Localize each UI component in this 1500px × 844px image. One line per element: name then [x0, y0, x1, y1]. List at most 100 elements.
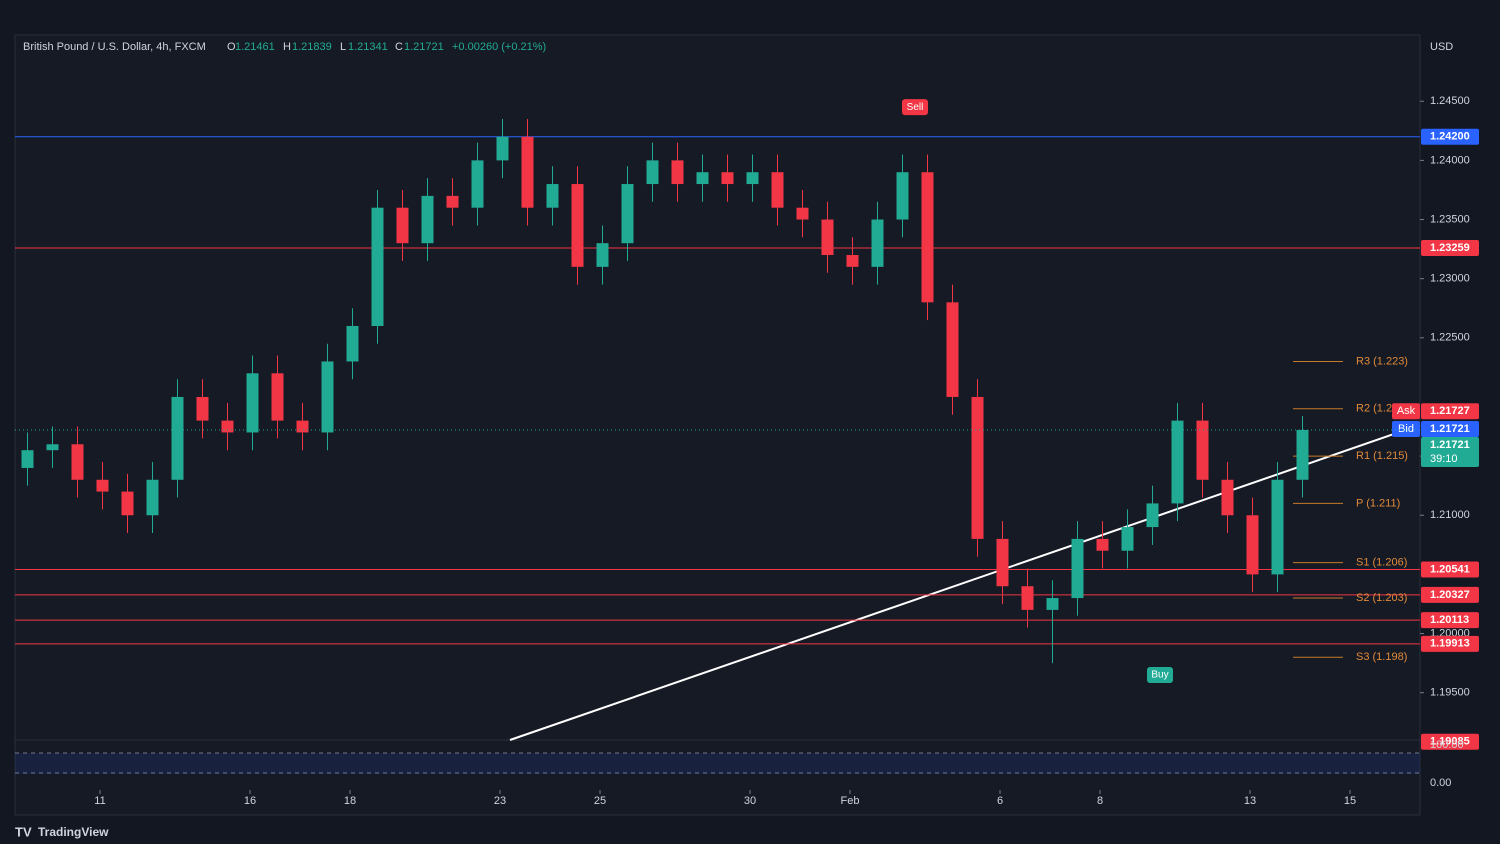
candle-body — [1271, 479, 1284, 575]
x-tick-label: 8 — [1097, 795, 1103, 807]
y-tick-label: 1.24500 — [1430, 95, 1470, 107]
candle-body — [396, 207, 409, 244]
candle-body — [121, 491, 134, 516]
last-price: 1.21721 — [1430, 439, 1470, 451]
pivot-label: S3 (1.198) — [1356, 651, 1407, 663]
signal-label: Buy — [1151, 670, 1168, 681]
y-tick-label: 1.22500 — [1430, 332, 1470, 344]
x-tick-label: 16 — [244, 795, 256, 807]
quote-label: 1.19085 — [1430, 736, 1470, 748]
ohlc-header: O 1.21461 H 1.21839 L 1.21341 C 1.21721 … — [227, 41, 546, 53]
candle-body — [521, 136, 534, 208]
currency: USD — [1430, 41, 1453, 53]
candle-body — [471, 160, 484, 208]
ask-tag — [1392, 403, 1420, 420]
price-label: 1.20327 — [1430, 589, 1470, 601]
candle-body — [946, 302, 959, 397]
c-label: C — [395, 41, 403, 53]
candle-body — [621, 184, 634, 244]
ask-tag-label: Ask — [1397, 405, 1416, 417]
candle-body — [1296, 429, 1309, 480]
quote-box — [1421, 733, 1479, 750]
price-label: 1.23259 — [1430, 242, 1470, 254]
candle-body — [1021, 586, 1034, 610]
candle-body — [846, 255, 859, 267]
candle-body — [196, 396, 209, 421]
candle-body — [96, 479, 109, 492]
y-tick-label: 1.23000 — [1430, 273, 1470, 285]
candle-body — [696, 172, 709, 185]
change: +0.00260 (+0.21%) — [452, 41, 546, 53]
candle-body — [496, 136, 509, 161]
x-tick-label: 15 — [1344, 795, 1356, 807]
quote-label: 1.21721 — [1430, 423, 1470, 435]
signal-badge — [1147, 666, 1173, 683]
candle-body — [1221, 479, 1234, 516]
x-tick-label: 6 — [997, 795, 1003, 807]
candle-body — [1071, 538, 1084, 599]
candle-body — [296, 420, 309, 433]
price-label-box — [1421, 612, 1479, 629]
price-label: 1.20113 — [1430, 614, 1469, 626]
trend-line — [509, 424, 1421, 741]
candle-body — [421, 195, 434, 244]
candle-body — [721, 172, 734, 185]
candle-body — [821, 219, 834, 256]
last-box — [1421, 436, 1479, 467]
price-label-box — [1421, 561, 1479, 578]
candle-body — [921, 172, 934, 303]
price-label: 1.19913 — [1430, 638, 1470, 650]
candle-body — [346, 325, 359, 362]
candle-body — [996, 538, 1009, 587]
o-value: 1.21461 — [235, 41, 275, 53]
candle-body — [71, 444, 84, 480]
price-label: 1.20541 — [1430, 563, 1470, 575]
candle-body — [1146, 503, 1159, 528]
candle-body — [46, 444, 59, 451]
x-tick-label: 18 — [344, 795, 356, 807]
price-label-box — [1421, 635, 1479, 652]
y-tick-label: 1.21000 — [1430, 509, 1470, 521]
l-value: 1.21341 — [348, 41, 388, 53]
countdown: 39:10 — [1430, 453, 1458, 465]
candle-body — [321, 361, 334, 433]
pivot-label: S2 (1.203) — [1356, 592, 1407, 604]
bid-tag-label: Bid — [1398, 423, 1414, 435]
quote-box — [1421, 403, 1479, 420]
pivot-label: P (1.211) — [1356, 497, 1400, 509]
candle-body — [446, 195, 459, 208]
oscillator-tick-label: 0.00 — [1430, 777, 1451, 789]
candle-body — [746, 172, 759, 185]
pivot-label: S1 (1.206) — [1356, 556, 1407, 568]
bid-tag — [1392, 420, 1420, 437]
o-label: O — [227, 41, 236, 53]
chart-title: British Pound / U.S. Dollar, 4h, FXCM — [23, 41, 206, 53]
price-label-box — [1421, 586, 1479, 603]
quote-box — [1421, 420, 1479, 437]
y-tick-label: 1.24000 — [1430, 154, 1470, 166]
candle-body — [1196, 420, 1209, 480]
candle-body — [271, 373, 284, 421]
y-tick-label: 1.19500 — [1430, 687, 1470, 699]
candle-body — [571, 184, 584, 267]
oscillator-band — [15, 753, 1420, 774]
pivot-label: R1 (1.215) — [1356, 450, 1408, 462]
signal-label: Sell — [907, 102, 924, 113]
candle-body — [646, 160, 659, 185]
h-label: H — [283, 41, 291, 53]
c-value: 1.21721 — [404, 41, 444, 53]
x-tick-label: 25 — [594, 795, 606, 807]
x-tick-label: 23 — [494, 795, 506, 807]
candle-body — [171, 396, 184, 480]
candle-body — [546, 184, 559, 208]
signal-badge — [902, 99, 928, 116]
x-tick-label: 13 — [1244, 795, 1256, 807]
candle-body — [896, 172, 909, 220]
y-tick-label: 1.23500 — [1430, 213, 1470, 225]
oscillator-tick-label: 100.00 — [1430, 739, 1464, 751]
candle-body — [221, 420, 234, 433]
candle-body — [1046, 598, 1059, 610]
candle-body — [796, 207, 809, 220]
